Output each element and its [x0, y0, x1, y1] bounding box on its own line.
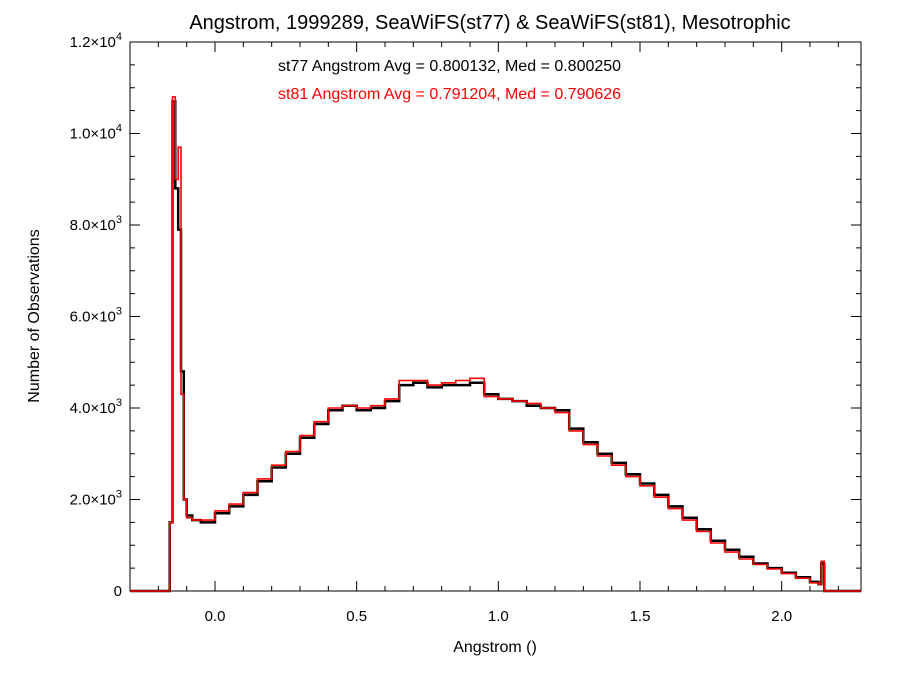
- y-tick-label: 8.0×103: [70, 214, 122, 234]
- chart-title: Angstrom, 1999289, SeaWiFS(st77) & SeaWi…: [189, 12, 790, 34]
- x-axis-ticks: 0.0 0.5 1.0 1.5 2.0: [157, 42, 839, 625]
- x-tick-label: 0.0: [205, 608, 226, 625]
- series-lines: [130, 96, 861, 593]
- plot-frame: [129, 41, 862, 592]
- y-tick-label: 1.2×104: [70, 31, 122, 51]
- x-axis-label: Angstrom (): [453, 639, 537, 656]
- y-tick-label: 0: [114, 583, 122, 600]
- y-tick-label: 2.0×103: [70, 489, 122, 509]
- y-tick-label: 6.0×103: [70, 306, 122, 326]
- plot-area: 0.0 0.5 1.0 1.5 2.0 0 2.0×103 4.0×103 6.0×103 8.…: [70, 31, 862, 625]
- x-tick-label: 2.0: [771, 608, 792, 625]
- annotation-st81: st81 Angstrom Avg = 0.791204, Med = 0.79…: [278, 86, 621, 103]
- x-tick-label: 1.5: [630, 608, 651, 625]
- series-st77-line: [130, 100, 861, 593]
- annotation-st77: st77 Angstrom Avg = 0.800132, Med = 0.80…: [278, 58, 621, 75]
- x-tick-label: 0.5: [346, 608, 367, 625]
- y-tick-label: 4.0×103: [70, 397, 122, 417]
- y-axis-label: Number of Observations: [26, 229, 43, 402]
- series-st81-line: [130, 96, 861, 592]
- y-axis-ticks: 0 2.0×103 4.0×103 6.0×103 8.0×103 1.0×104 1.2×…: [70, 31, 861, 600]
- x-tick-label: 1.0: [488, 608, 509, 625]
- y-tick-label: 1.0×104: [70, 123, 122, 143]
